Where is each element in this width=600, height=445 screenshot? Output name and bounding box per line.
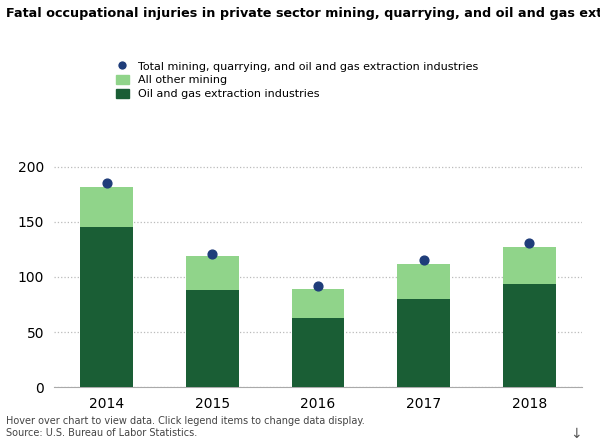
Point	[524, 239, 534, 247]
Bar	[186, 256, 239, 290]
Point	[102, 180, 112, 187]
Bar	[80, 227, 133, 387]
Text: Fatal occupational injuries in private sector mining, quarrying, and oil and gas: Fatal occupational injuries in private s…	[6, 7, 600, 20]
Point	[419, 257, 428, 264]
Point	[208, 250, 217, 257]
Bar	[397, 264, 450, 299]
Bar	[80, 186, 133, 227]
Text: ↓: ↓	[571, 427, 582, 441]
Bar	[503, 247, 556, 283]
Text: Hover over chart to view data. Click legend items to change data display.: Hover over chart to view data. Click leg…	[6, 416, 365, 426]
Legend: Total mining, quarrying, and oil and gas extraction industries, All other mining: Total mining, quarrying, and oil and gas…	[113, 59, 481, 101]
Text: Source: U.S. Bureau of Labor Statistics.: Source: U.S. Bureau of Labor Statistics.	[6, 428, 197, 438]
Bar	[503, 283, 556, 387]
Bar	[397, 299, 450, 387]
Bar	[292, 289, 344, 318]
Bar	[292, 318, 344, 387]
Point	[313, 282, 323, 289]
Bar	[186, 290, 239, 387]
